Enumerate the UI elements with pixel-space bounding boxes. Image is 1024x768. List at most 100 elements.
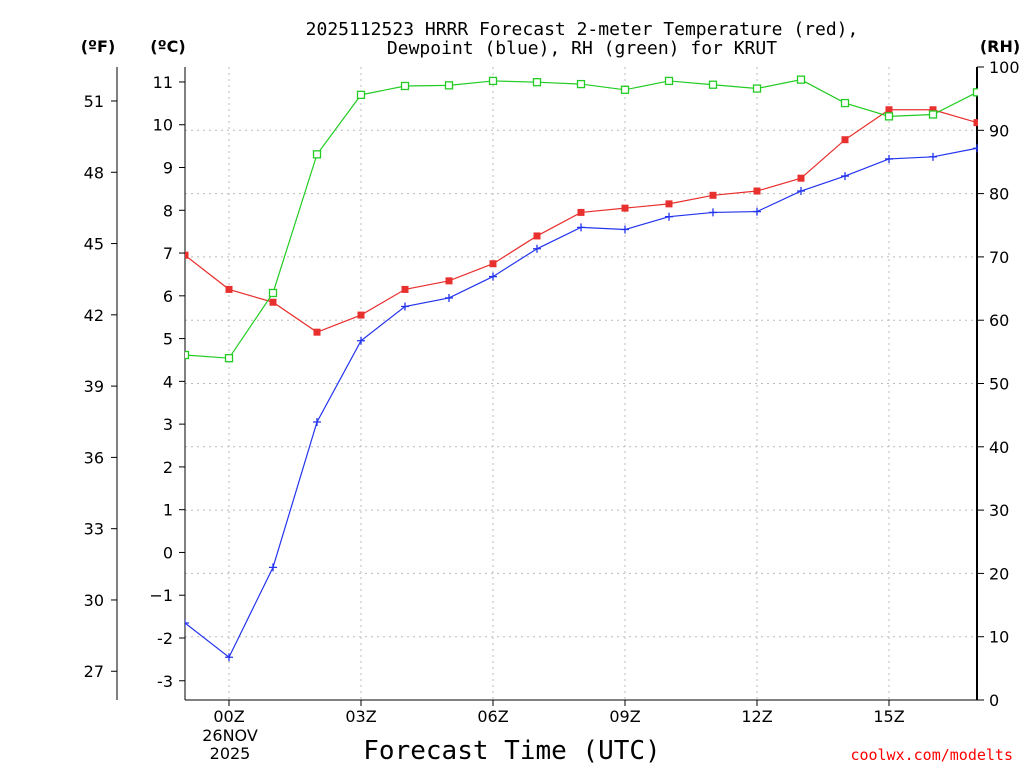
series [185, 75, 978, 662]
rh-point [884, 112, 894, 121]
temperature-point [621, 204, 629, 212]
dewpoint-point [269, 563, 277, 572]
rh-point [312, 150, 322, 159]
date-label-day: 26NOV [202, 726, 258, 745]
dewpoint-point [445, 293, 453, 302]
rh-point [708, 80, 718, 89]
rh-point [796, 75, 806, 84]
x-tick-label: 09Z [609, 707, 640, 726]
dewpoint-point [797, 187, 805, 196]
fahrenheit-tick-label: 36 [84, 448, 104, 467]
temperature-point [929, 106, 937, 114]
temperature-point [885, 106, 893, 114]
temperature-point [357, 311, 365, 319]
temperature-point [533, 232, 541, 240]
rh-point [224, 354, 234, 363]
temperature-point [185, 251, 189, 259]
rh-tick-label: 90 [989, 121, 1009, 140]
x-tick-label: 00Z [213, 707, 244, 726]
rh-tick-label: 50 [989, 375, 1009, 394]
celsius-unit-label: (ºC) [150, 37, 185, 56]
temperature-point [401, 285, 409, 293]
fahrenheit-tick-label: 39 [84, 377, 104, 396]
dewpoint-point [577, 223, 585, 232]
rh-point [576, 79, 586, 89]
chart-title-line1: 2025112523 HRRR Forecast 2-meter Tempera… [306, 19, 859, 40]
rh-line [185, 79, 978, 359]
dewpoint-point [533, 244, 541, 253]
rh-point [840, 98, 850, 108]
temperature-point [269, 298, 277, 306]
celsius-tick-label: 2 [163, 458, 173, 477]
celsius-tick-label: 6 [163, 287, 173, 306]
rh-tick-label: 80 [989, 185, 1009, 204]
fahrenheit-tick-label: 30 [84, 591, 104, 610]
dewpoint-point [885, 154, 893, 163]
rh-point [620, 85, 630, 94]
rh-tick-label: 70 [989, 248, 1009, 267]
temperature-point [313, 328, 321, 336]
chart-title-line2: Dewpoint (blue), RH (green) for KRUT [387, 38, 777, 59]
celsius-tick-label: 8 [163, 201, 173, 220]
temperature-point [753, 187, 761, 195]
rh-point [488, 76, 498, 86]
dewpoint-point [973, 144, 978, 153]
rh-tick-label: 60 [989, 311, 1009, 330]
temperature-point [797, 174, 805, 182]
dewpoint-point [489, 272, 497, 281]
temperature-point [841, 136, 849, 144]
fahrenheit-tick-label: 27 [84, 662, 104, 681]
temperature-point [225, 285, 233, 293]
x-tick-label: 03Z [345, 707, 376, 726]
rh-tick-label: 40 [989, 438, 1009, 457]
celsius-tick-label: 11 [153, 73, 173, 92]
rh-point [185, 350, 190, 360]
dewpoint-point [313, 417, 321, 426]
credit-link[interactable]: coolwx.com/modelts [850, 746, 1013, 764]
dewpoint-point [185, 619, 189, 628]
x-axis-label: Forecast Time (UTC) [363, 736, 660, 766]
fahrenheit-unit-label: (ºF) [81, 37, 116, 56]
dewpoint-point [621, 225, 629, 234]
fahrenheit-tick-label: 51 [84, 92, 104, 111]
rh-tick-label: 10 [989, 628, 1009, 647]
x-tick-label: 15Z [873, 707, 904, 726]
celsius-tick-label: 5 [163, 330, 173, 349]
temperature-point [445, 277, 453, 285]
celsius-tick-label: 4 [163, 372, 173, 391]
celsius-tick-label: -3 [157, 672, 173, 691]
rh-unit-label: (RH) [980, 37, 1020, 56]
x-tick-label: 06Z [477, 707, 508, 726]
rh-point [400, 81, 410, 91]
temperature-point [709, 191, 717, 199]
rh-point [532, 78, 542, 87]
rh-tick-label: 0 [989, 691, 999, 710]
rh-point [268, 288, 278, 298]
rh-point [664, 76, 674, 86]
rh-point [972, 88, 978, 97]
celsius-tick-label: 7 [163, 244, 173, 263]
dewpoint-point [401, 302, 409, 311]
celsius-tick-label: 0 [163, 543, 173, 562]
rh-tick-label: 30 [989, 501, 1009, 520]
celsius-tick-label: −1 [149, 586, 173, 605]
rh-point [752, 84, 762, 93]
dewpoint-point [841, 172, 849, 181]
grid [185, 67, 977, 700]
x-tick-label: 12Z [741, 707, 772, 726]
rh-tick-label: 20 [989, 564, 1009, 583]
fahrenheit-tick-label: 45 [84, 235, 104, 254]
celsius-tick-label: 3 [163, 415, 173, 434]
dewpoint-point [665, 212, 673, 221]
dewpoint-point [753, 207, 761, 216]
fahrenheit-tick-label: 33 [84, 520, 104, 539]
rh-point [928, 110, 938, 119]
temperature-point [577, 208, 585, 216]
rh-tick-label: 100 [989, 58, 1020, 77]
fahrenheit-tick-label: 42 [84, 306, 104, 325]
celsius-tick-label: 1 [163, 501, 173, 520]
date-label-year: 2025 [210, 744, 251, 763]
temperature-point [489, 260, 497, 268]
